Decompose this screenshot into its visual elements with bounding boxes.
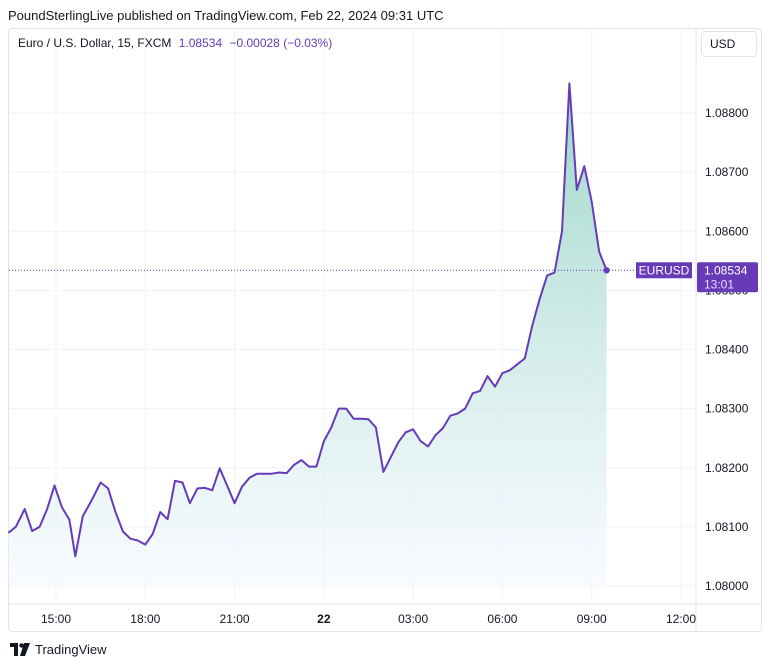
series-area xyxy=(8,83,607,587)
y-tick-label: 1.08200 xyxy=(705,461,749,475)
price-badge-value: 1.08534 xyxy=(704,263,748,277)
symbol-badge-label: EURUSD xyxy=(639,263,690,277)
symbol-badge xyxy=(636,262,692,279)
y-tick-label: 1.08600 xyxy=(705,224,749,238)
y-tick-label: 1.08100 xyxy=(705,520,749,534)
chart-legend: Euro / U.S. Dollar, 15, FXCM 1.08534 −0.… xyxy=(18,36,332,50)
x-tick-label: 09:00 xyxy=(577,612,607,626)
x-tick-label: 22 xyxy=(317,612,331,626)
x-tick-label: 18:00 xyxy=(130,612,160,626)
x-tick-label: 15:00 xyxy=(41,612,71,626)
tradingview-footer[interactable]: TradingView xyxy=(10,642,107,657)
y-tick-label: 1.08400 xyxy=(705,343,749,357)
y-tick-label: 1.08700 xyxy=(705,165,749,179)
y-tick-label: 1.08800 xyxy=(705,106,749,120)
series-line xyxy=(7,82,608,558)
x-tick-label: 06:00 xyxy=(487,612,517,626)
y-tick-label: 1.08000 xyxy=(705,579,749,593)
x-tick-label: 21:00 xyxy=(220,612,250,626)
legend-symbol: Euro / U.S. Dollar, 15, FXCM xyxy=(18,36,172,50)
legend-change: −0.00028 (−0.03%) xyxy=(229,36,333,50)
y-tick-label: 1.08300 xyxy=(705,402,749,416)
x-axis: 15:00 18:00 21:00 22 03:00 06:00 09:00 12:00 xyxy=(41,612,696,626)
chart-frame xyxy=(8,28,762,632)
x-tick-label: 12:00 xyxy=(666,612,696,626)
footer-brand: TradingView xyxy=(35,642,107,657)
legend-price: 1.08534 xyxy=(178,36,223,50)
price-badge xyxy=(697,262,758,293)
currency-button[interactable]: USD xyxy=(701,31,757,57)
price-badge-countdown: 13:01 xyxy=(704,277,734,291)
tradingview-logo-icon xyxy=(10,642,30,657)
publisher-header: PoundSterlingLive published on TradingVi… xyxy=(8,8,444,23)
y-axis: 1.088001.087001.086001.085001.084001.083… xyxy=(705,106,749,593)
last-price-marker xyxy=(603,267,610,274)
x-tick-label: 03:00 xyxy=(398,612,428,626)
